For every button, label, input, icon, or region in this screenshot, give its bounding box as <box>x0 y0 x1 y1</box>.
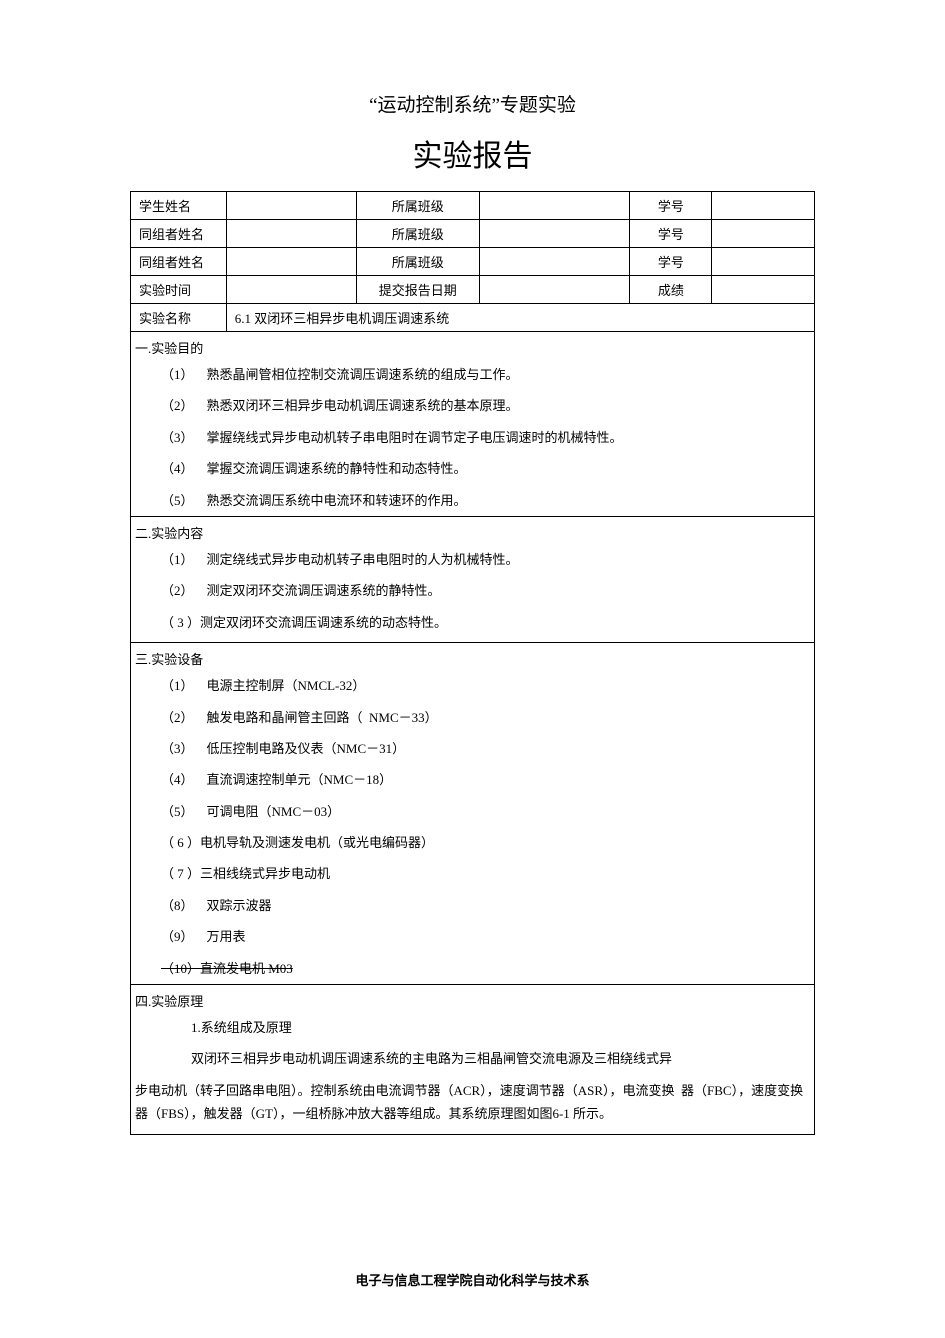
list-item: （5） 可调电阻（NMC－03） <box>131 796 814 827</box>
cell-label: 学号 <box>630 248 712 276</box>
list-item: （1） 熟悉晶闸管相位控制交流调压调速系统的组成与工作。 <box>131 359 814 390</box>
cell-value <box>712 248 815 276</box>
cell-value <box>226 248 356 276</box>
main-title: 实验报告 <box>130 131 815 175</box>
cell-label: 所属班级 <box>356 192 479 220</box>
cell-label: 实验名称 <box>131 304 227 332</box>
subtitle: “运动控制系统”专题实验 <box>130 90 815 117</box>
list-item-strike: （10）直流发电机 M03 <box>131 953 814 980</box>
table-row: 学生姓名 所属班级 学号 <box>131 192 815 220</box>
section-heading: 四.实验原理 <box>131 989 814 1012</box>
paragraph: 双闭环三相异步电动机调压调速系统的主电路为三相晶闸管交流电源及三相绕线式异 <box>131 1043 814 1074</box>
cell-label: 所属班级 <box>356 248 479 276</box>
list-item: （8） 双踪示波器 <box>131 890 814 921</box>
list-item: （2） 测定双闭环交流调压调速系统的静特性。 <box>131 575 814 606</box>
list-item: （5） 熟悉交流调压系统中电流环和转速环的作用。 <box>131 485 814 512</box>
list-item: （ 3 ）测定双闭环交流调压调速系统的动态特性。 <box>131 607 814 638</box>
table-row: 同组者姓名 所属班级 学号 <box>131 248 815 276</box>
list-item: （3） 掌握绕线式异步电动机转子串电阻时在调节定子电压调速时的机械特性。 <box>131 422 814 453</box>
cell-label: 所属班级 <box>356 220 479 248</box>
section-principle: 四.实验原理 1.系统组成及原理 双闭环三相异步电动机调压调速系统的主电路为三相… <box>130 985 815 1135</box>
section-heading: 一.实验目的 <box>131 336 814 359</box>
cell-label: 学生姓名 <box>131 192 227 220</box>
cell-value <box>479 276 629 304</box>
cell-value <box>479 220 629 248</box>
list-item: （1） 电源主控制屏（NMCL-32） <box>131 670 814 701</box>
section-purpose: 一.实验目的 （1） 熟悉晶闸管相位控制交流调压调速系统的组成与工作。 （2） … <box>130 332 815 517</box>
cell-value: 6.1 双闭环三相异步电机调压调速系统 <box>226 304 814 332</box>
table-row: 同组者姓名 所属班级 学号 <box>131 220 815 248</box>
cell-label: 同组者姓名 <box>131 248 227 276</box>
cell-value <box>479 248 629 276</box>
section-heading: 三.实验设备 <box>131 647 814 670</box>
cell-value <box>226 220 356 248</box>
cell-label: 实验时间 <box>131 276 227 304</box>
paragraph: 步电动机（转子回路串电阻）。控制系统由电流调节器（ACR），速度调节器（ASR）… <box>131 1075 814 1130</box>
list-item: （1） 测定绕线式异步电动机转子串电阻时的人为机械特性。 <box>131 544 814 575</box>
list-item: （ 7 ）三相线绕式异步电动机 <box>131 858 814 889</box>
table-row: 实验名称 6.1 双闭环三相异步电机调压调速系统 <box>131 304 815 332</box>
list-item: （3） 低压控制电路及仪表（NMC－31） <box>131 733 814 764</box>
table-row: 实验时间 提交报告日期 成绩 <box>131 276 815 304</box>
cell-value <box>226 276 356 304</box>
info-table: 学生姓名 所属班级 学号 同组者姓名 所属班级 学号 同组者姓名 所属班级 学号… <box>130 191 815 332</box>
cell-label: 成绩 <box>630 276 712 304</box>
cell-label: 学号 <box>630 220 712 248</box>
cell-value <box>479 192 629 220</box>
cell-label: 学号 <box>630 192 712 220</box>
list-item: （2） 触发电路和晶闸管主回路（ NMC－33） <box>131 702 814 733</box>
page-footer: 电子与信息工程学院自动化科学与技术系 <box>0 1270 945 1289</box>
list-item: （4） 掌握交流调压调速系统的静特性和动态特性。 <box>131 453 814 484</box>
section-equipment: 三.实验设备 （1） 电源主控制屏（NMCL-32） （2） 触发电路和晶闸管主… <box>130 643 815 985</box>
subheading: 1.系统组成及原理 <box>131 1012 814 1043</box>
list-item: （4） 直流调速控制单元（NMC－18） <box>131 764 814 795</box>
list-item: （ 6 ）电机导轨及测速发电机（或光电编码器） <box>131 827 814 858</box>
cell-value <box>712 276 815 304</box>
cell-value <box>712 220 815 248</box>
section-heading: 二.实验内容 <box>131 521 814 544</box>
list-item: （9） 万用表 <box>131 921 814 952</box>
cell-label: 提交报告日期 <box>356 276 479 304</box>
cell-label: 同组者姓名 <box>131 220 227 248</box>
section-content: 二.实验内容 （1） 测定绕线式异步电动机转子串电阻时的人为机械特性。 （2） … <box>130 517 815 643</box>
cell-value <box>226 192 356 220</box>
cell-value <box>712 192 815 220</box>
list-item: （2） 熟悉双闭环三相异步电动机调压调速系统的基本原理。 <box>131 390 814 421</box>
